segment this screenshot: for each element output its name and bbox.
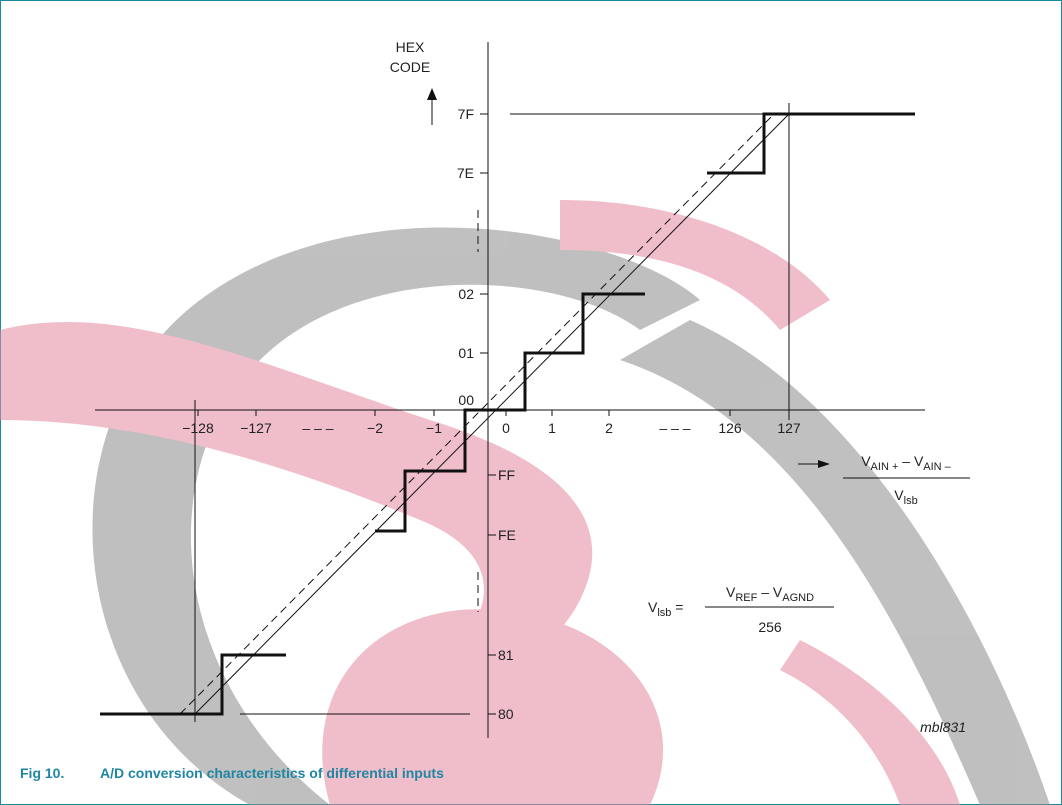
lsb-lhs-part: lsb xyxy=(657,607,671,619)
x-quantity-numerator-part: V xyxy=(861,453,871,469)
y-tick-label: 81 xyxy=(498,647,514,663)
x-tick-label: 126 xyxy=(718,420,742,436)
staircase xyxy=(375,292,645,533)
x-tick-label: 127 xyxy=(777,420,801,436)
x-quantity-numerator-part: AIN + xyxy=(871,461,899,473)
x-quantity-numerator-part: AIN – xyxy=(923,461,951,473)
ideal-dashed-line xyxy=(179,113,775,715)
x-ellipsis: – – – xyxy=(302,420,333,436)
x-quantity-denominator-part: lsb xyxy=(904,495,918,507)
caption-number: Fig 10. xyxy=(20,765,64,781)
lsb-denominator: 256 xyxy=(758,619,782,635)
lsb-numerator: VREF – VAGND xyxy=(726,584,814,604)
lsb-numerator-part: REF xyxy=(735,592,757,604)
y-tick-label: 7F xyxy=(458,106,474,122)
x-tick-label: 2 xyxy=(605,420,613,436)
lsb-lhs: Vlsb = xyxy=(648,599,683,619)
arrowhead xyxy=(427,88,437,100)
x-quantity-denominator: Vlsb xyxy=(894,487,917,507)
y-tick-label: FE xyxy=(498,527,516,543)
x-tick-label: 0 xyxy=(502,420,510,436)
x-tick-label: −127 xyxy=(240,420,272,436)
y-tick-label: 00 xyxy=(458,392,474,408)
lsb-lhs-part: = xyxy=(671,599,683,615)
x-quantity-denominator-part: V xyxy=(894,487,904,503)
arrowhead xyxy=(818,460,830,468)
x-tick-label: 1 xyxy=(548,420,556,436)
x-tick-label: −128 xyxy=(182,420,214,436)
lsb-numerator-part: AGND xyxy=(782,592,814,604)
watermark xyxy=(0,200,1050,805)
x-tick-label: −1 xyxy=(426,420,442,436)
lsb-numerator-part: – V xyxy=(757,584,783,600)
lsb-lhs-part: V xyxy=(648,599,658,615)
y-axis-label: HEX xyxy=(396,39,425,55)
x-quantity-numerator: VAIN + – VAIN – xyxy=(861,453,951,473)
x-quantity-numerator-part: – V xyxy=(898,453,924,469)
y-tick-label: 01 xyxy=(458,345,474,361)
y-tick-label: 02 xyxy=(458,286,474,302)
y-tick-label: 80 xyxy=(498,706,514,722)
figure-code: mbl831 xyxy=(920,719,966,735)
y-tick-label: 7E xyxy=(457,165,474,181)
y-axis-label: CODE xyxy=(390,59,430,75)
ideal-line xyxy=(194,113,790,715)
staircase xyxy=(707,112,915,175)
x-tick-label: −2 xyxy=(367,420,383,436)
lsb-numerator-part: V xyxy=(726,584,736,600)
x-ellipsis: – – – xyxy=(659,420,690,436)
y-tick-label: FF xyxy=(498,467,515,483)
caption-text: A/D conversion characteristics of differ… xyxy=(100,765,444,781)
staircase xyxy=(100,653,286,716)
